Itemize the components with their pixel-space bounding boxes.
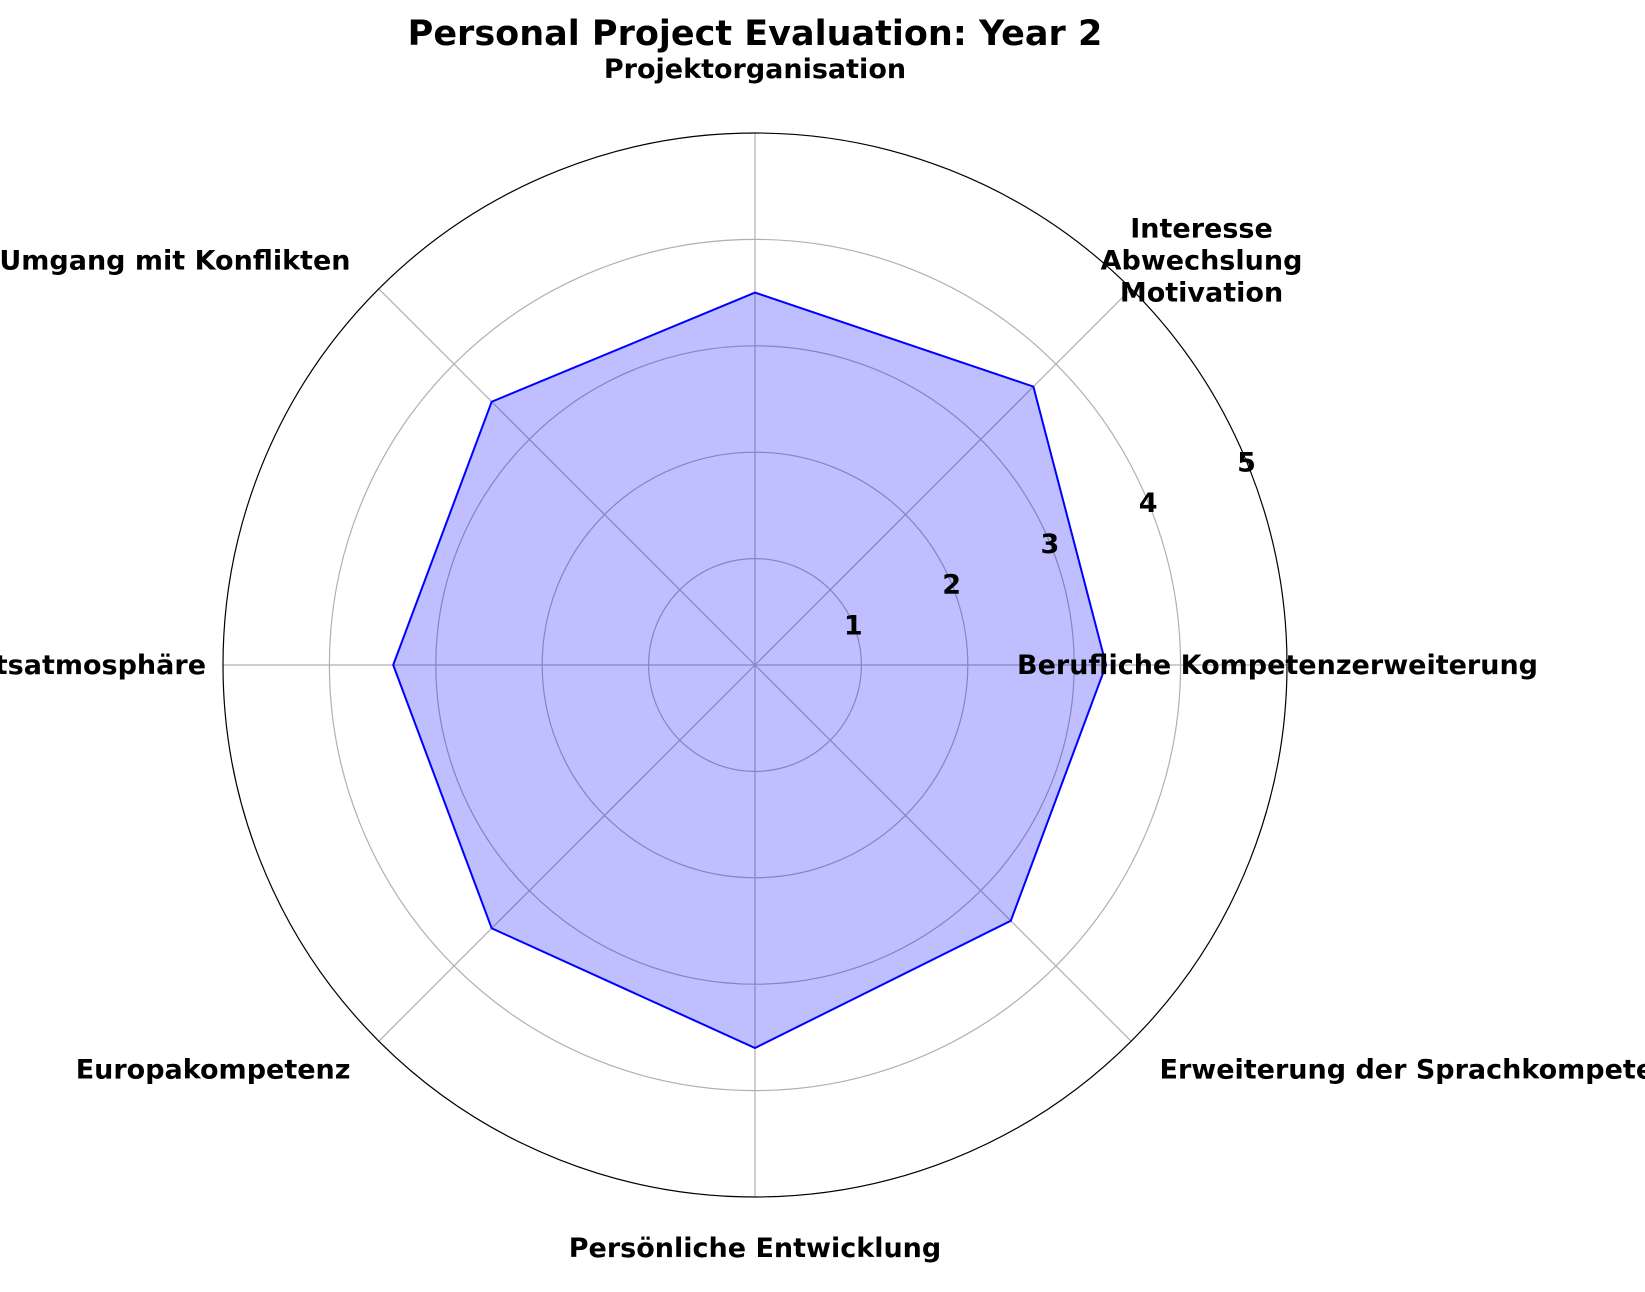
category-label: Berufliche Kompetenzerweiterung [1017, 650, 1538, 681]
spoke-line [378, 288, 756, 666]
category-label: Europakompetenz [76, 1055, 351, 1086]
spoke-line [754, 664, 1132, 1042]
radar-series [392, 291, 1108, 1050]
data-point [754, 291, 756, 294]
data-point [1105, 664, 1107, 666]
outer-circle [222, 132, 1288, 1198]
category-label: Erweiterung der Sprachkompetenz [1160, 1055, 1645, 1086]
category-labels: Berufliche Kompetenzerweiterung Interesse… [0, 54, 1645, 1264]
category-label: Interesse Abwechslung Motivation [1101, 214, 1303, 309]
data-point [392, 664, 395, 666]
grid-circle [435, 345, 1075, 985]
data-point [1032, 385, 1035, 388]
grid-circle [328, 238, 1182, 1092]
category-label: Umgang mit Konflikten [0, 246, 351, 277]
radial-tick-labels: 1 2 3 4 5 [844, 447, 1256, 641]
category-label: Projektorganisation [604, 54, 906, 85]
series-area [392, 291, 1108, 1050]
data-point [1010, 920, 1012, 922]
radar-grid [222, 132, 1288, 1198]
category-label: Arbeitsatmosphäre [0, 650, 206, 681]
category-label: Persönliche Entwicklung [569, 1233, 941, 1264]
tick-label: 4 [1139, 488, 1158, 519]
chart-title: Personal Project Evaluation: Year 2 [408, 14, 1103, 54]
grid-circle [541, 451, 969, 879]
tick-label: 1 [844, 610, 863, 641]
grid-circle [647, 557, 862, 772]
data-point [490, 927, 493, 930]
tick-label: 3 [1041, 529, 1060, 560]
data-point [490, 400, 493, 403]
spoke-line [378, 664, 756, 1042]
data-point [754, 1047, 756, 1049]
tick-label: 5 [1237, 447, 1256, 478]
tick-label: 2 [942, 570, 961, 601]
spoke-line [754, 288, 1132, 666]
